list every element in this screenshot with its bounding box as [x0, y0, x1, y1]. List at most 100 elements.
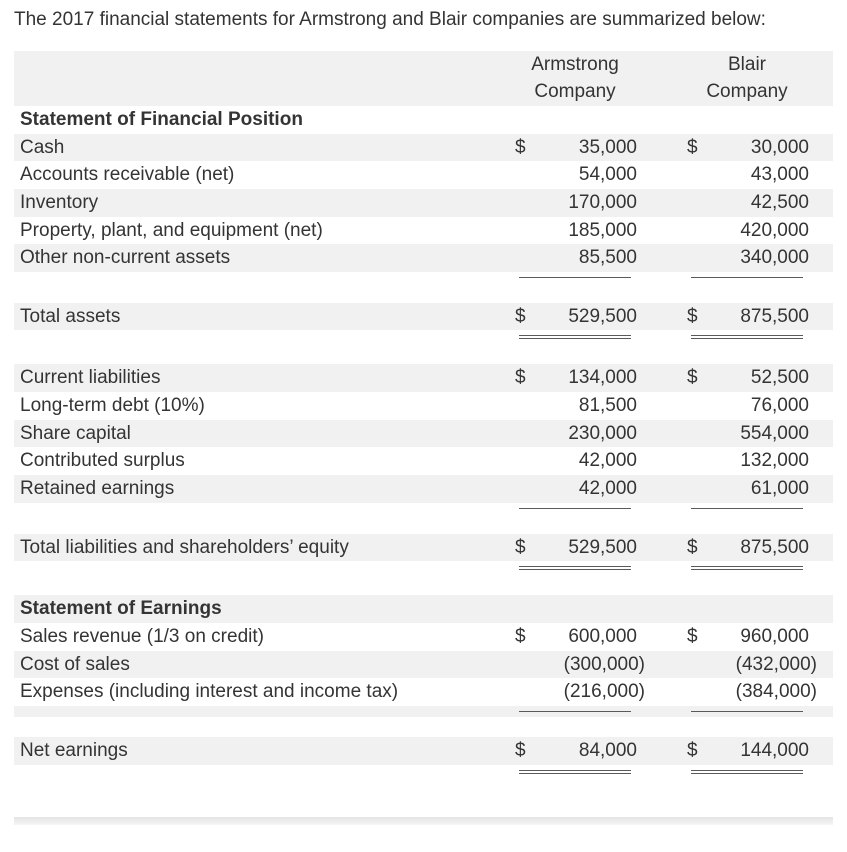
val-inv-b: 42,500 [751, 192, 809, 213]
label-cs: Contributed surplus [14, 447, 489, 475]
val-ta-b: 875,500 [740, 306, 809, 327]
col1-header-line1: Armstrong [489, 51, 661, 79]
dollar-sign: $ [515, 535, 526, 561]
sfp-header: Statement of Financial Position [14, 106, 489, 134]
rule-row [14, 706, 833, 717]
rule-double [691, 770, 803, 774]
val-cs-b: 132,000 [740, 450, 809, 471]
row-inv: Inventory 170,000 42,500 [14, 189, 833, 217]
row-sr: Sales revenue (1/3 on credit) $600,000 $… [14, 623, 833, 651]
row-cos: Cost of sales (300,000) (432,000) [14, 651, 833, 679]
val-ltd-a: 81,500 [579, 395, 637, 416]
label-cl: Current liabilities [14, 364, 489, 392]
header-row-2: Company Company [14, 78, 833, 106]
val-sc-a: 230,000 [568, 423, 637, 444]
row-total-assets: Total assets $529,500 $875,500 [14, 303, 833, 331]
dollar-sign: $ [687, 738, 698, 764]
val-cl-a: 134,000 [568, 367, 637, 388]
val-onca-a: 85,500 [579, 247, 637, 268]
spacer-row [14, 779, 833, 799]
val-onca-b: 340,000 [740, 247, 809, 268]
dollar-sign: $ [515, 624, 526, 650]
rule-single [519, 711, 631, 712]
rule-double [691, 566, 803, 570]
col2-header-line2: Company [661, 78, 833, 106]
row-exp: Expenses (including interest and income … [14, 678, 833, 706]
dollar-sign: $ [687, 624, 698, 650]
label-cash: Cash [14, 134, 489, 162]
val-ar-a: 54,000 [579, 164, 637, 185]
row-cs: Contributed surplus 42,000 132,000 [14, 447, 833, 475]
rule-row [14, 330, 833, 344]
rule-double [519, 335, 631, 339]
header-row-1: Armstrong Blair [14, 51, 833, 79]
rule-single [519, 508, 631, 509]
dollar-sign: $ [515, 304, 526, 330]
label-exp: Expenses (including interest and income … [14, 678, 489, 706]
spacer-row [14, 575, 833, 595]
row-tlse: Total liabilities and shareholders’ equi… [14, 534, 833, 562]
spacer-row [14, 344, 833, 364]
row-cash: Cash $35,000 $30,000 [14, 134, 833, 162]
val-inv-a: 170,000 [568, 192, 637, 213]
rule-row [14, 272, 833, 283]
dollar-sign: $ [515, 365, 526, 391]
soe-header: Statement of Earnings [14, 595, 489, 623]
row-re: Retained earnings 42,000 61,000 [14, 475, 833, 503]
val-ppe-b: 420,000 [740, 220, 809, 241]
val-cs-a: 42,000 [579, 450, 637, 471]
rule-double [519, 566, 631, 570]
spacer-row [14, 283, 833, 303]
intro-text: The 2017 financial statements for Armstr… [14, 8, 833, 33]
val-cash-a: 35,000 [579, 137, 637, 158]
val-re-a: 42,000 [579, 478, 637, 499]
rule-single [691, 508, 803, 509]
row-ar: Accounts receivable (net) 54,000 43,000 [14, 161, 833, 189]
rule-row [14, 561, 833, 575]
label-onca: Other non-current assets [14, 244, 489, 272]
label-ne: Net earnings [14, 737, 489, 765]
val-ar-b: 43,000 [751, 164, 809, 185]
val-sc-b: 554,000 [740, 423, 809, 444]
val-cos-a: (300,000) [564, 654, 645, 675]
spacer-row [14, 717, 833, 737]
sfp-header-row: Statement of Financial Position [14, 106, 833, 134]
row-ppe: Property, plant, and equipment (net) 185… [14, 217, 833, 245]
dollar-sign: $ [515, 135, 526, 161]
financial-table: Armstrong Blair Company Company Statemen… [14, 51, 833, 799]
rule-row [14, 503, 833, 514]
dollar-sign: $ [515, 738, 526, 764]
label-ppe: Property, plant, and equipment (net) [14, 217, 489, 245]
spacer-row [14, 514, 833, 534]
row-ltd: Long-term debt (10%) 81,500 76,000 [14, 392, 833, 420]
col1-header-line2: Company [489, 78, 661, 106]
val-ta-a: 529,500 [568, 306, 637, 327]
val-re-b: 61,000 [751, 478, 809, 499]
val-ppe-a: 185,000 [568, 220, 637, 241]
rule-single [691, 711, 803, 712]
dollar-sign: $ [687, 535, 698, 561]
val-cl-b: 52,500 [751, 367, 809, 388]
dollar-sign: $ [687, 135, 698, 161]
val-tlse-b: 875,500 [740, 537, 809, 558]
val-exp-a: (216,000) [564, 681, 645, 702]
label-sr: Sales revenue (1/3 on credit) [14, 623, 489, 651]
rule-double [691, 335, 803, 339]
row-sc: Share capital 230,000 554,000 [14, 420, 833, 448]
rule-single [519, 277, 631, 278]
val-tlse-a: 529,500 [568, 537, 637, 558]
rule-single [691, 277, 803, 278]
val-ne-a: 84,000 [579, 740, 637, 761]
label-cos: Cost of sales [14, 651, 489, 679]
val-exp-b: (384,000) [736, 681, 817, 702]
val-cos-b: (432,000) [736, 654, 817, 675]
bottom-divider [14, 817, 833, 825]
dollar-sign: $ [687, 365, 698, 391]
val-ltd-b: 76,000 [751, 395, 809, 416]
label-ltd: Long-term debt (10%) [14, 392, 489, 420]
val-cash-b: 30,000 [751, 137, 809, 158]
label-tlse: Total liabilities and shareholders’ equi… [14, 534, 489, 562]
rule-double [519, 770, 631, 774]
row-onca: Other non-current assets 85,500 340,000 [14, 244, 833, 272]
label-ta: Total assets [14, 303, 489, 331]
